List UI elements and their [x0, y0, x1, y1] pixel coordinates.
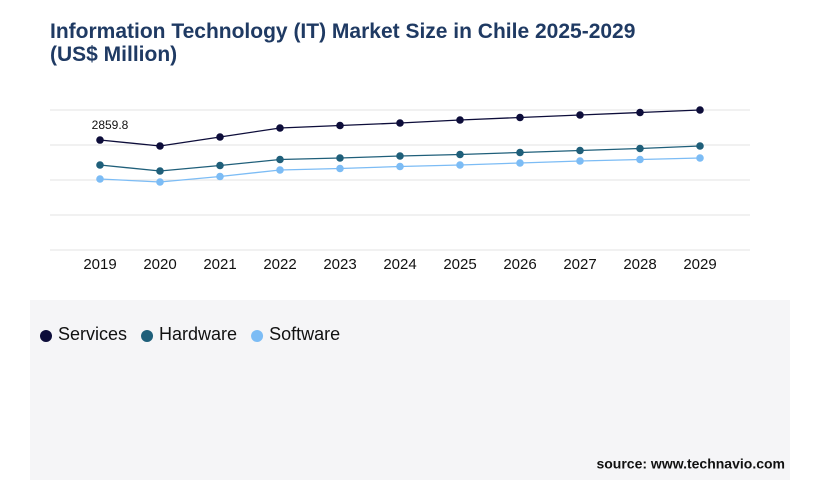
- x-tick-label: 2019: [83, 256, 116, 273]
- data-point: [96, 136, 104, 144]
- data-point: [456, 161, 464, 169]
- legend-marker: [141, 330, 154, 342]
- data-point: [336, 154, 344, 162]
- data-point: [156, 167, 164, 175]
- data-point: [696, 106, 704, 114]
- data-point: [636, 144, 644, 153]
- data-point: [276, 166, 284, 174]
- x-tick-label: 2027: [563, 256, 596, 273]
- x-tick-label: 2029: [683, 256, 716, 273]
- data-point: [216, 172, 224, 181]
- data-point: [276, 155, 284, 164]
- series-line: [99, 109, 701, 147]
- data-point: [396, 119, 404, 127]
- legend-panel: [30, 300, 790, 480]
- data-point: [216, 161, 224, 170]
- data-point: [576, 111, 584, 119]
- source: source: www.technavio.com: [596, 456, 785, 472]
- data-point: [156, 178, 164, 186]
- x-tick-label: 2021: [203, 256, 236, 273]
- legend-marker: [251, 330, 264, 342]
- legend-label: Software: [269, 324, 340, 344]
- x-tick-label: 2023: [323, 256, 356, 273]
- data-point: [696, 154, 704, 162]
- legend-label: Hardware: [159, 324, 237, 344]
- x-tick-label: 2028: [623, 256, 656, 273]
- data-point: [456, 116, 464, 124]
- legend-marker: [40, 330, 52, 342]
- data-point: [336, 164, 344, 173]
- chart-title: Information Technology (IT) Market Size …: [50, 20, 636, 66]
- data-label: 2859.8: [92, 118, 129, 132]
- data-point: [456, 150, 464, 159]
- data-point: [516, 113, 524, 122]
- legend-label: Services: [58, 324, 127, 344]
- data-point: [396, 152, 404, 160]
- x-tick-label: 2022: [263, 256, 296, 273]
- data-point: [96, 175, 104, 183]
- x-tick-label: 2020: [143, 256, 176, 273]
- data-point: [336, 121, 344, 130]
- data-point: [216, 133, 224, 141]
- x-tick-label: 2024: [383, 256, 416, 273]
- x-tick-label: 2026: [503, 256, 536, 273]
- data-point: [156, 142, 164, 150]
- data-point: [96, 161, 104, 169]
- data-point: [636, 108, 644, 117]
- data-point: [636, 155, 644, 164]
- data-point: [396, 162, 404, 171]
- data-point: [576, 157, 584, 165]
- data-point: [576, 146, 584, 155]
- data-point: [516, 148, 524, 157]
- data-point: [276, 124, 284, 132]
- data-point: [696, 142, 704, 150]
- data-point: [516, 159, 524, 167]
- x-tick-label: 2025: [443, 256, 476, 273]
